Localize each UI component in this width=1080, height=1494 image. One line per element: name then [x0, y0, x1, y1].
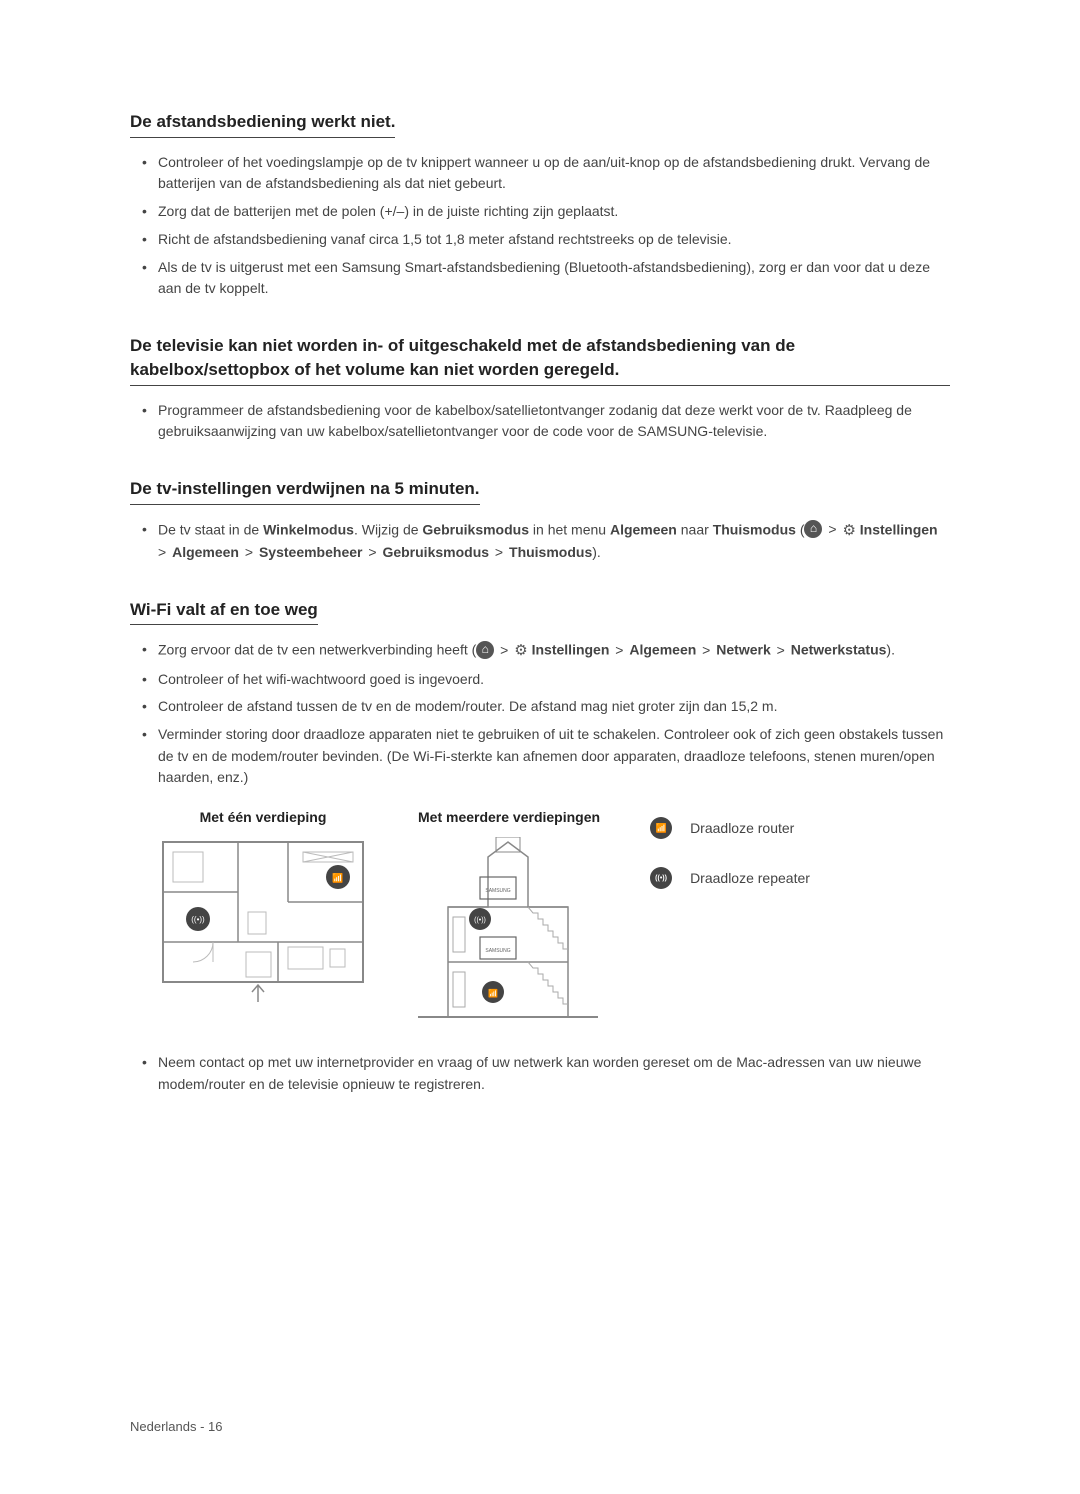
diagram-multi-floor: Met meerdere verdiepingen — [418, 809, 600, 1022]
repeater-icon: ((•)) — [650, 867, 672, 889]
path-item: Instellingen — [860, 521, 938, 537]
bullets-s2: Programmeer de afstandsbediening voor de… — [130, 400, 950, 443]
path-item: Netwerk — [716, 642, 770, 658]
diagram-title: Met meerdere verdiepingen — [418, 809, 600, 825]
svg-text:((•)): ((•)) — [191, 915, 205, 924]
heading-s1: De afstandsbediening werkt niet. — [130, 110, 395, 138]
text: naar — [677, 521, 713, 537]
bold-text: Algemeen — [610, 521, 677, 537]
svg-text:((•)): ((•)) — [474, 917, 486, 924]
svg-text:📶: 📶 — [488, 988, 498, 998]
bullet: Richt de afstandsbediening vanaf circa 1… — [158, 229, 950, 251]
wifi-diagrams: Met één verdieping — [158, 809, 950, 1022]
bullet: Zorg dat de batterijen met de polen (+/–… — [158, 201, 950, 223]
angle-separator: > — [494, 642, 514, 658]
heading-s2: De televisie kan niet worden in- of uitg… — [130, 334, 950, 386]
house-cross-section-svg: SAMSUNG SAMSUNG ((•)) 📶 — [418, 837, 598, 1022]
text: in het menu — [529, 521, 610, 537]
legend-label: Draadloze router — [690, 820, 794, 836]
text: . Wijzig de — [354, 521, 422, 537]
bullets-s3: De tv staat in de Winkelmodus. Wijzig de… — [130, 519, 950, 564]
bullets-s4: Zorg ervoor dat de tv een netwerkverbind… — [130, 639, 950, 789]
angle-separator: > — [239, 544, 259, 560]
text: De tv staat in de — [158, 521, 263, 537]
legend-label: Draadloze repeater — [690, 870, 810, 886]
home-icon — [476, 641, 494, 659]
path-item: Gebruiksmodus — [382, 544, 489, 560]
page-footer: Nederlands - 16 — [130, 1419, 223, 1434]
section-settings-disappear: De tv-instellingen verdwijnen na 5 minut… — [130, 449, 950, 564]
path-item: Thuismodus — [509, 544, 592, 560]
bullet: Programmeer de afstandsbediening voor de… — [158, 400, 950, 443]
bold-text: Thuismodus — [713, 521, 796, 537]
text: ). — [886, 642, 895, 658]
diagram-title: Met één verdieping — [158, 809, 368, 825]
svg-text:📶: 📶 — [332, 872, 343, 883]
diagram-legend: 📶 Draadloze router ((•)) Draadloze repea… — [650, 817, 810, 917]
path-item: Systeembeheer — [259, 544, 363, 560]
gear-icon: ⚙ — [514, 639, 527, 662]
floorplan-svg: 📶 ((•)) — [158, 837, 368, 1007]
legend-row-repeater: ((•)) Draadloze repeater — [650, 867, 810, 889]
svg-text:SAMSUNG: SAMSUNG — [485, 888, 510, 894]
bullet: Controleer of het wifi-wachtwoord goed i… — [158, 669, 950, 691]
bullet: Controleer de afstand tussen de tv en de… — [158, 696, 950, 718]
path-item: Algemeen — [629, 642, 696, 658]
bullet: Zorg ervoor dat de tv een netwerkverbind… — [158, 639, 950, 662]
router-icon: 📶 — [650, 817, 672, 839]
bullet: Controleer of het voedingslampje op de t… — [158, 152, 950, 195]
bullet: Als de tv is uitgerust met een Samsung S… — [158, 257, 950, 300]
home-icon — [804, 520, 822, 538]
svg-text:SAMSUNG: SAMSUNG — [485, 948, 510, 954]
angle-separator: > — [362, 544, 382, 560]
section-remote-not-working: De afstandsbediening werkt niet. Control… — [130, 110, 950, 300]
legend-row-router: 📶 Draadloze router — [650, 817, 810, 839]
bold-text: Gebruiksmodus — [422, 521, 529, 537]
bold-text: Winkelmodus — [263, 521, 354, 537]
bullet: Verminder storing door draadloze apparat… — [158, 724, 950, 789]
bullets-s4-final: Neem contact op met uw internetprovider … — [130, 1052, 950, 1095]
path-item: Instellingen — [532, 642, 610, 658]
angle-separator: > — [696, 642, 716, 658]
path-item: Algemeen — [172, 544, 239, 560]
heading-s4: Wi-Fi valt af en toe weg — [130, 598, 318, 626]
angle-separator: > — [822, 521, 842, 537]
text: ). — [592, 544, 601, 560]
angle-separator: > — [489, 544, 509, 560]
page-content: De afstandsbediening werkt niet. Control… — [0, 0, 1080, 1161]
bullets-s1: Controleer of het voedingslampje op de t… — [130, 152, 950, 300]
angle-separator: > — [771, 642, 791, 658]
path-item: Netwerkstatus — [791, 642, 887, 658]
text: Zorg ervoor dat de tv een netwerkverbind… — [158, 642, 476, 658]
heading-s3: De tv-instellingen verdwijnen na 5 minut… — [130, 477, 480, 505]
section-cablebox-remote: De televisie kan niet worden in- of uitg… — [130, 306, 950, 443]
bullet: De tv staat in de Winkelmodus. Wijzig de… — [158, 519, 950, 564]
diagram-single-floor: Met één verdieping — [158, 809, 368, 1007]
gear-icon: ⚙ — [842, 519, 855, 542]
angle-separator: > — [609, 642, 629, 658]
bullet: Neem contact op met uw internetprovider … — [158, 1052, 950, 1095]
section-wifi-drops: Wi-Fi valt af en toe weg Zorg ervoor dat… — [130, 570, 950, 1096]
